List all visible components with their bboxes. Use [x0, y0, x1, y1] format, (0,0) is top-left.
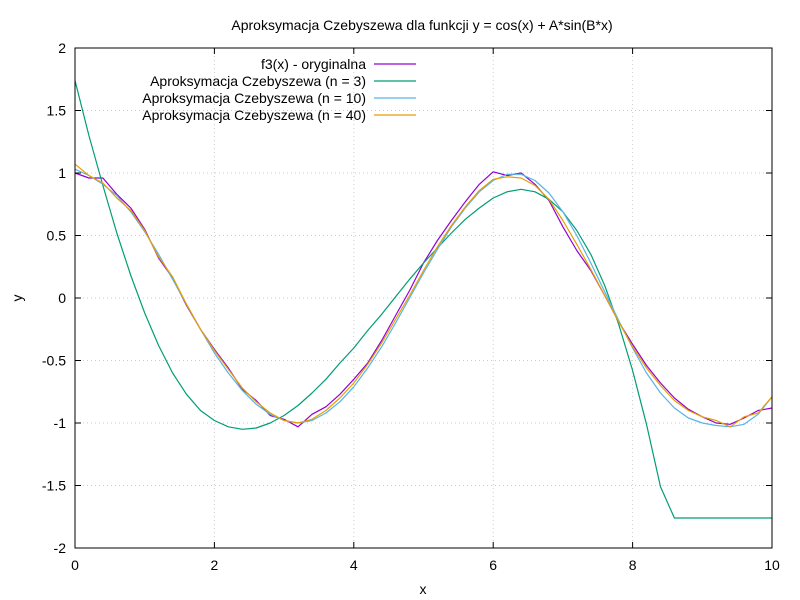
- y-axis-label: y: [9, 295, 25, 302]
- series-line-2: [74, 80, 772, 519]
- x-axis: 0 2 4 6 8 10: [71, 48, 780, 573]
- x-tick-label: 6: [489, 557, 497, 573]
- y-tick-label: -2: [54, 540, 67, 556]
- chart-title: Aproksymacja Czebyszewa dla funkcji y = …: [231, 17, 612, 33]
- series-layer: [74, 80, 773, 519]
- x-tick-label: 10: [764, 557, 780, 573]
- y-tick-label: 0.5: [47, 228, 67, 244]
- x-tick-label: 0: [71, 557, 79, 573]
- y-tick-label: 0: [58, 290, 66, 306]
- x-tick-label: 2: [211, 557, 219, 573]
- legend-label-3: Aproksymacja Czebyszewa (n = 10): [142, 90, 366, 106]
- legend-label-1: f3(x) - oryginalna: [261, 56, 366, 72]
- y-tick-label: 1.5: [47, 103, 67, 119]
- y-axis: -2 -1.5 -1 -0.5 0 0.5 1 1.5 2: [42, 40, 772, 556]
- legend-label-4: Aproksymacja Czebyszewa (n = 40): [142, 107, 366, 123]
- series-line-1: [74, 171, 773, 428]
- y-tick-label: -1.5: [42, 478, 66, 494]
- legend-label-2: Aproksymacja Czebyszewa (n = 3): [150, 73, 366, 89]
- x-axis-label: x: [420, 581, 427, 597]
- y-tick-label: 2: [58, 40, 66, 56]
- y-tick-label: 1: [58, 165, 66, 181]
- y-tick-label: -0.5: [42, 353, 66, 369]
- x-tick-label: 4: [350, 557, 358, 573]
- x-tick-label: 8: [629, 557, 637, 573]
- grid: [75, 48, 772, 548]
- series-line-4: [74, 163, 773, 428]
- y-tick-label: -1: [54, 415, 67, 431]
